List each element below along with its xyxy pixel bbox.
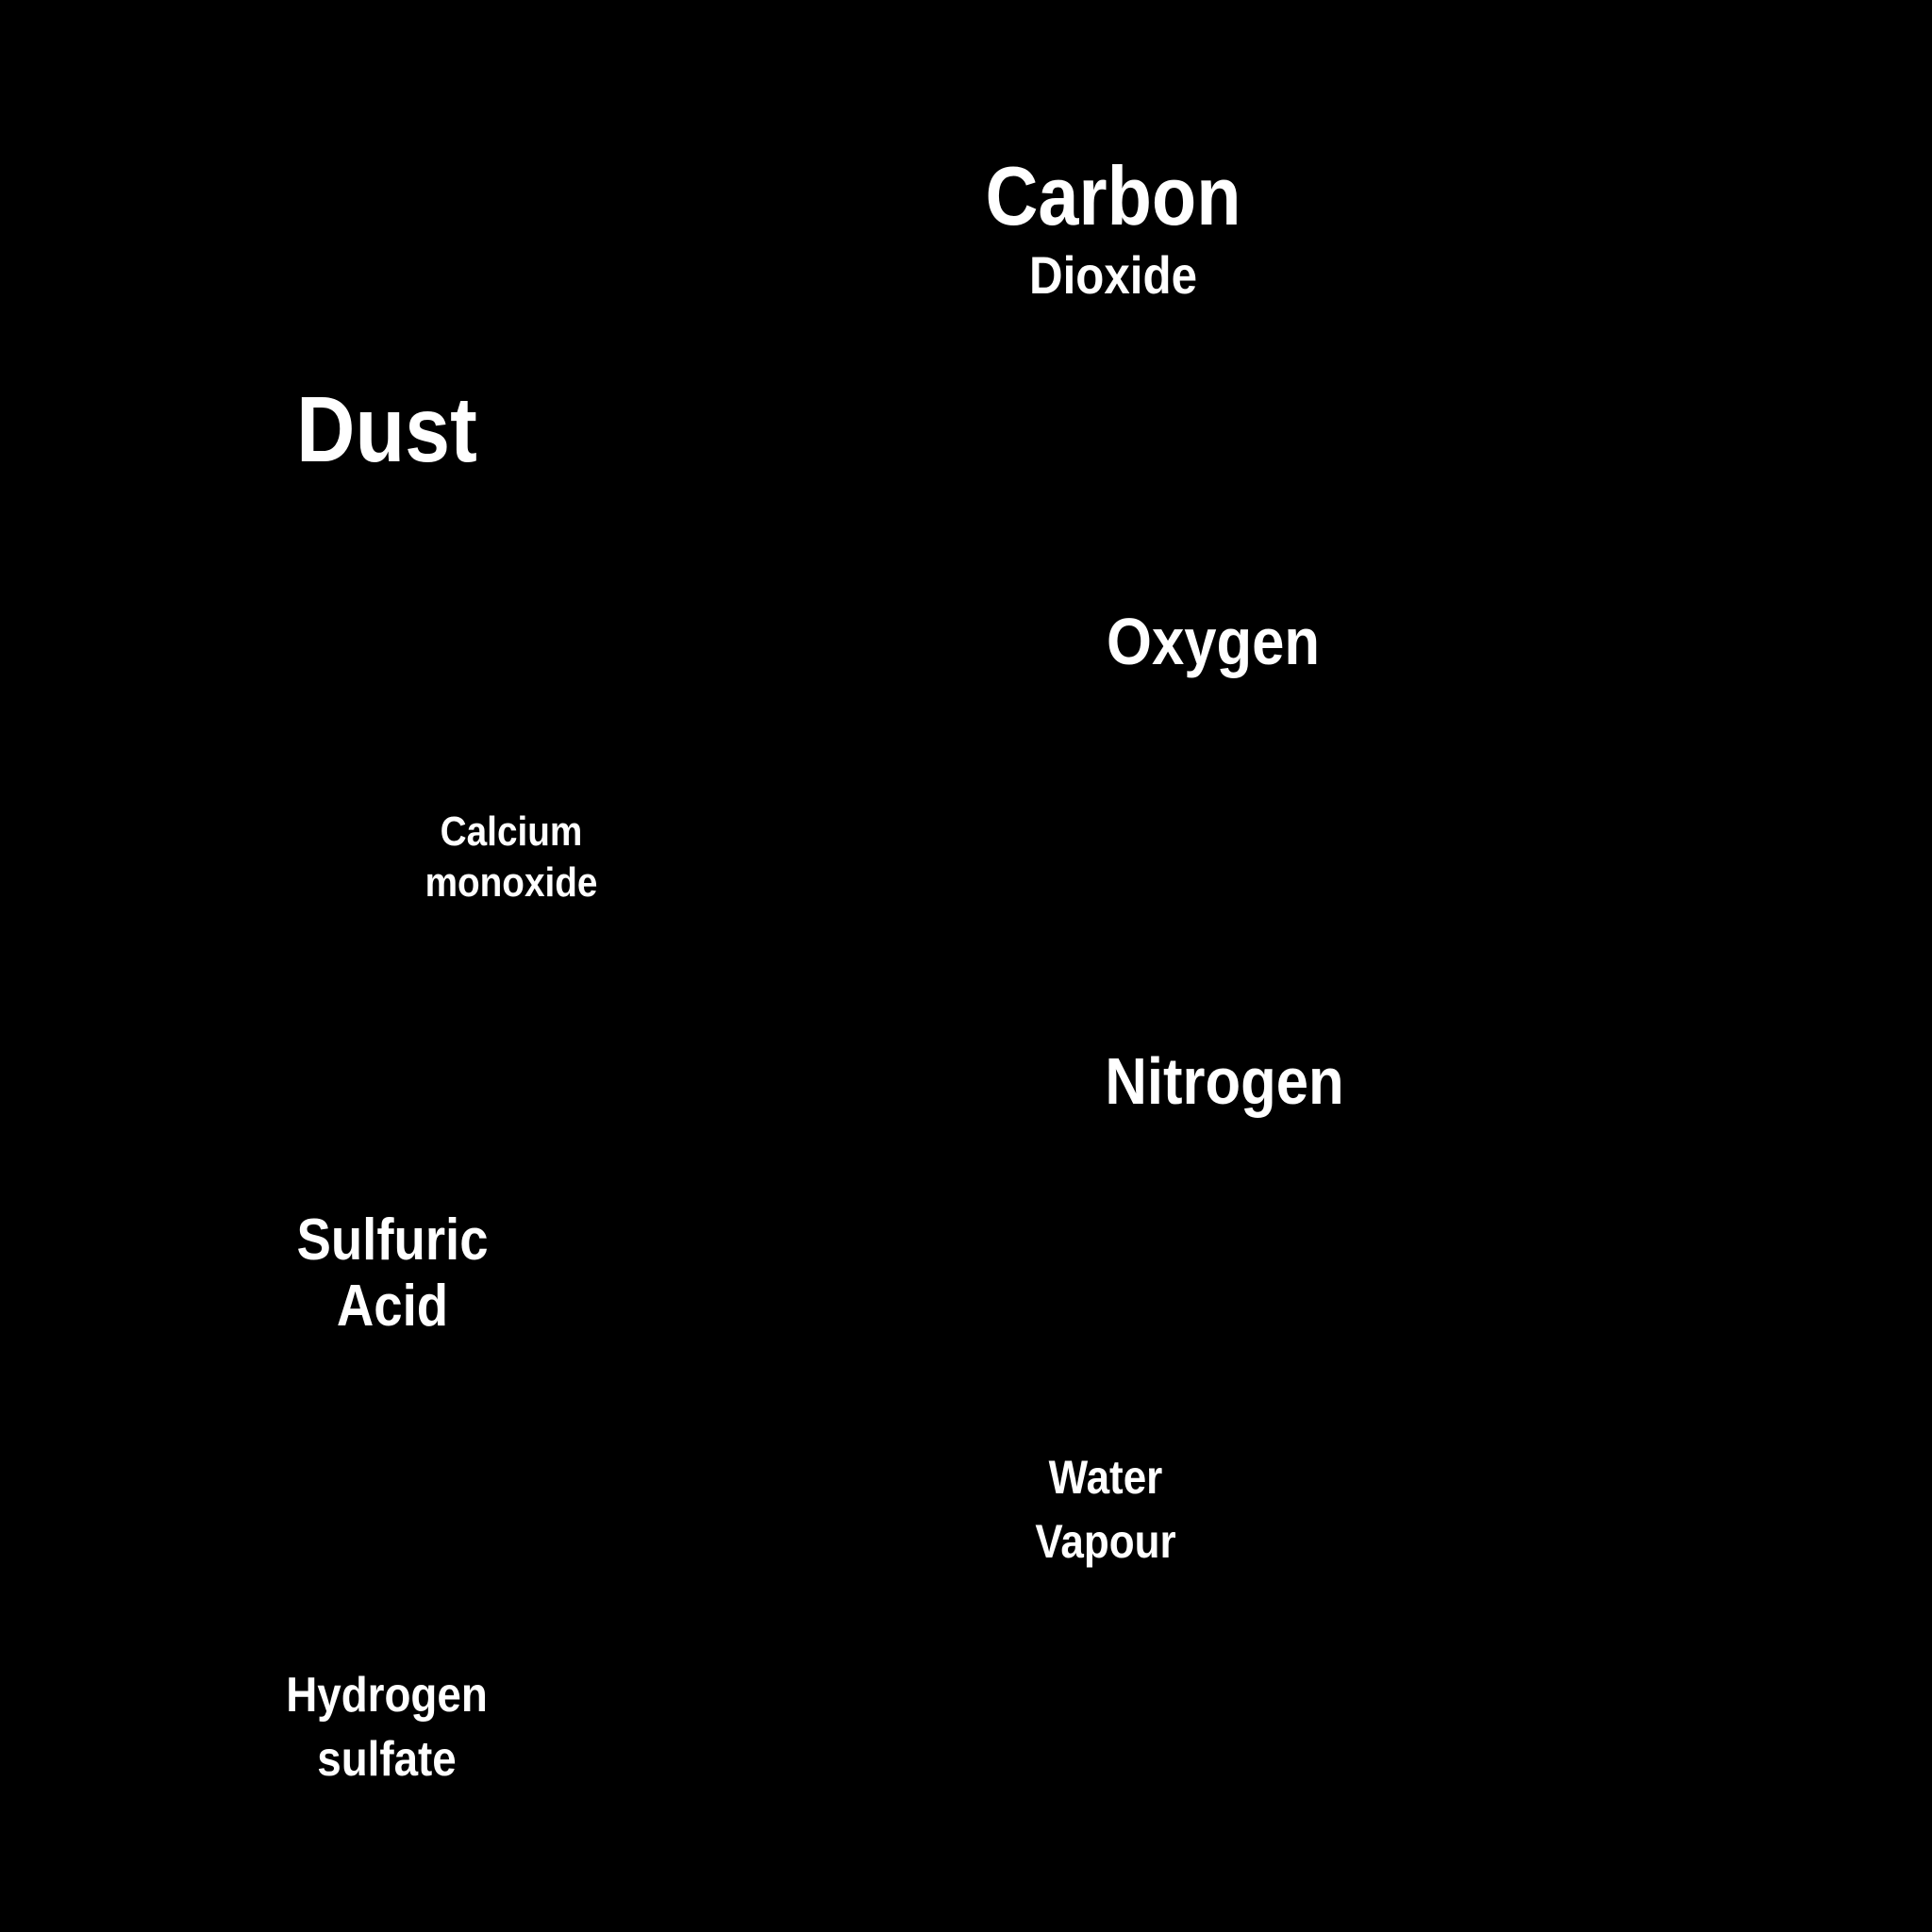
term-nitrogen-line1: Nitrogen: [1105, 1044, 1344, 1118]
term-hydrogen-sulfate-line2: sulfate: [317, 1732, 457, 1787]
term-calcium-monoxide-line1: Calcium: [440, 808, 583, 855]
term-sulfuric-acid-line2: Acid: [336, 1274, 449, 1339]
term-hydrogen-sulfate: Hydrogen sulfate: [286, 1663, 488, 1791]
term-carbon-dioxide-line1: Carbon: [985, 149, 1241, 242]
term-dust: Dust: [296, 377, 477, 481]
term-hydrogen-sulfate-line1: Hydrogen: [286, 1668, 488, 1723]
term-calcium-monoxide: Calcium monoxide: [425, 807, 598, 908]
term-calcium-monoxide-line2: monoxide: [425, 859, 598, 906]
term-carbon-dioxide-line2: Dioxide: [1028, 245, 1197, 305]
term-nitrogen: Nitrogen: [1105, 1043, 1343, 1119]
term-carbon-dioxide: Carbon Dioxide: [985, 151, 1241, 309]
term-oxygen-line1: Oxygen: [1107, 605, 1320, 678]
term-oxygen: Oxygen: [1107, 604, 1320, 679]
term-sulfuric-acid-line1: Sulfuric: [296, 1208, 489, 1273]
term-water-vapour: Water Vapour: [1035, 1445, 1175, 1574]
term-dust-line1: Dust: [296, 377, 477, 481]
term-sulfuric-acid: Sulfuric Acid: [296, 1208, 488, 1340]
term-water-vapour-line1: Water: [1048, 1451, 1163, 1504]
term-water-vapour-line2: Vapour: [1035, 1515, 1176, 1568]
